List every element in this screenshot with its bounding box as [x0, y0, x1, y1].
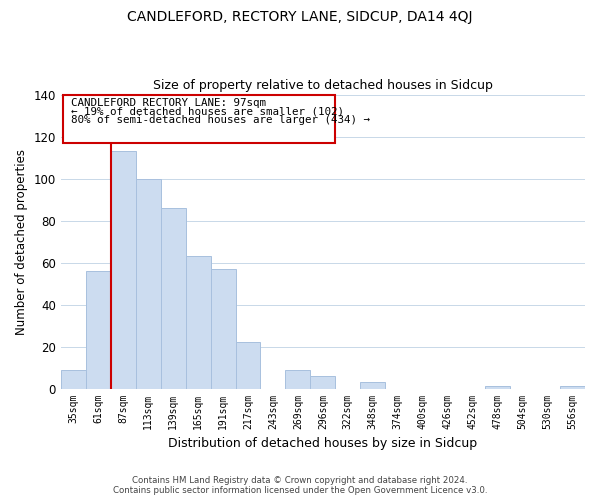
Bar — [86, 271, 111, 388]
FancyBboxPatch shape — [63, 94, 335, 143]
Bar — [211, 269, 236, 388]
Text: CANDLEFORD RECTORY LANE: 97sqm: CANDLEFORD RECTORY LANE: 97sqm — [71, 98, 266, 108]
Title: Size of property relative to detached houses in Sidcup: Size of property relative to detached ho… — [153, 79, 493, 92]
Bar — [161, 208, 185, 388]
Bar — [61, 370, 86, 388]
Text: 80% of semi-detached houses are larger (434) →: 80% of semi-detached houses are larger (… — [71, 114, 370, 124]
X-axis label: Distribution of detached houses by size in Sidcup: Distribution of detached houses by size … — [169, 437, 478, 450]
Bar — [310, 376, 335, 388]
Bar — [111, 152, 136, 388]
Bar — [560, 386, 585, 388]
Bar — [236, 342, 260, 388]
Bar — [136, 178, 161, 388]
Text: Contains HM Land Registry data © Crown copyright and database right 2024.
Contai: Contains HM Land Registry data © Crown c… — [113, 476, 487, 495]
Bar — [185, 256, 211, 388]
Y-axis label: Number of detached properties: Number of detached properties — [15, 148, 28, 334]
Bar — [286, 370, 310, 388]
Bar — [485, 386, 510, 388]
Text: ← 19% of detached houses are smaller (102): ← 19% of detached houses are smaller (10… — [71, 106, 344, 116]
Text: CANDLEFORD, RECTORY LANE, SIDCUP, DA14 4QJ: CANDLEFORD, RECTORY LANE, SIDCUP, DA14 4… — [127, 10, 473, 24]
Bar — [361, 382, 385, 388]
